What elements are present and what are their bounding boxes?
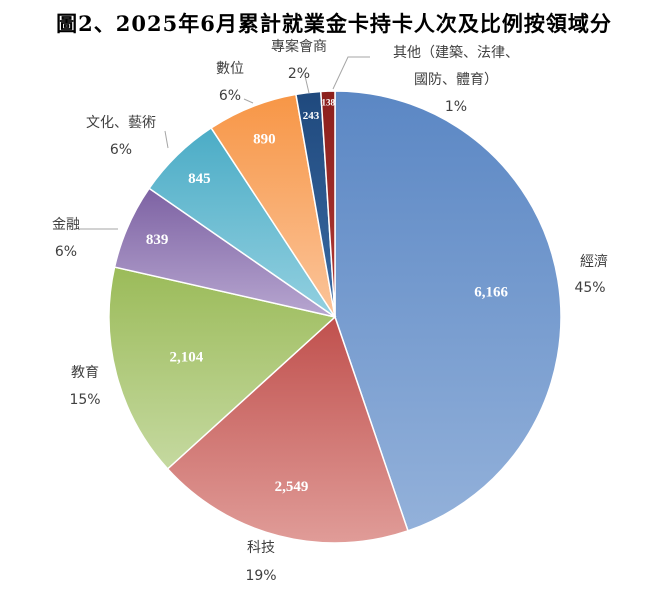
slice-category-label: 專案會商 — [271, 38, 327, 55]
pie-slice-2 — [166, 315, 409, 544]
pie-slice-1 — [334, 90, 562, 532]
slice-category-label: 國防、體育） — [414, 72, 498, 88]
slice-category-label: 科技 — [247, 540, 275, 556]
slice-category-label: 數位 — [216, 61, 244, 77]
slice-category-label: 金融 — [52, 217, 80, 233]
slice-value-label: 839 — [146, 232, 169, 248]
slice-value-label: 845 — [188, 171, 211, 187]
slice-category-label: 其他（建築、法律、 — [393, 45, 519, 61]
slice-percent-label: 2% — [288, 66, 310, 82]
slice-category-label: 經濟 — [580, 254, 608, 270]
slice-percent-label: 1% — [445, 99, 467, 115]
slice-percent-label: 6% — [219, 88, 241, 104]
leader-line — [332, 56, 370, 90]
slice-percent-label: 6% — [110, 142, 132, 158]
leader-line — [304, 75, 310, 94]
slice-value-label: 2,549 — [275, 479, 309, 495]
slice-percent-label: 45% — [574, 280, 605, 296]
slice-percent-label: 19% — [245, 568, 276, 584]
slice-value-label: 138 — [321, 98, 335, 108]
leader-line — [243, 98, 254, 104]
leader-line — [164, 130, 169, 149]
slice-value-label: 6,166 — [474, 284, 508, 300]
slice-percent-label: 15% — [69, 392, 100, 408]
chart-title: 圖2、2025年6月累計就業金卡持卡人次及比例按領域分 — [56, 11, 612, 36]
slice-value-label: 890 — [253, 132, 276, 148]
slice-value-label: 243 — [303, 110, 320, 122]
slice-value-label: 2,104 — [169, 349, 203, 365]
pie-slice-8 — [319, 90, 336, 318]
slice-percent-label: 6% — [55, 244, 77, 260]
slice-category-label: 教育 — [71, 365, 99, 381]
slice-category-label: 文化、藝術 — [86, 115, 156, 131]
pie-slice-3 — [108, 266, 337, 470]
